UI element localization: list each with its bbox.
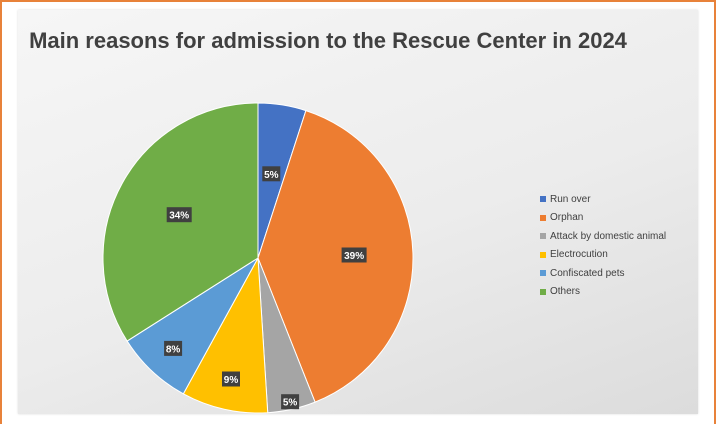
legend-swatch [540, 270, 546, 277]
data-label: 9% [222, 371, 240, 387]
legend-item: Orphan [540, 209, 666, 228]
legend-swatch [540, 196, 546, 203]
legend-label: Confiscated pets [550, 267, 625, 279]
legend-item: Attack by domestic animal [540, 227, 666, 246]
data-label: 39% [341, 247, 367, 263]
legend-swatch [540, 233, 546, 240]
legend-item: Confiscated pets [540, 264, 666, 283]
svg-text:9%: 9% [224, 375, 239, 386]
legend-item: Others [540, 283, 666, 302]
pie-slice-orphan [257, 109, 414, 403]
data-label: 8% [164, 340, 183, 356]
legend-label: Run over [550, 193, 591, 205]
legend-item: Run over [540, 190, 666, 209]
legend-item: Electrocution [540, 246, 666, 265]
pie-slice-electrocution [182, 256, 269, 414]
legend-swatch [540, 251, 546, 258]
svg-text:39%: 39% [344, 251, 364, 262]
svg-text:5%: 5% [283, 398, 298, 409]
svg-text:8%: 8% [166, 344, 181, 355]
chart-title: Main reasons for admission to the Rescue… [29, 28, 627, 53]
legend-label: Attack by domestic animal [550, 230, 667, 242]
chart-legend: Run over Orphan Attack by domestic animal E… [540, 190, 666, 301]
legend-swatch [540, 288, 546, 295]
legend-label: Others [550, 286, 581, 298]
legend-swatch [540, 214, 546, 221]
legend-label: Electrocution [550, 249, 608, 261]
data-label: 5% [281, 394, 300, 410]
data-label: 34% [166, 207, 192, 223]
legend-label: Orphan [550, 212, 584, 224]
svg-text:5%: 5% [264, 170, 279, 181]
svg-text:34%: 34% [169, 211, 189, 222]
data-label: 5% [262, 166, 281, 182]
